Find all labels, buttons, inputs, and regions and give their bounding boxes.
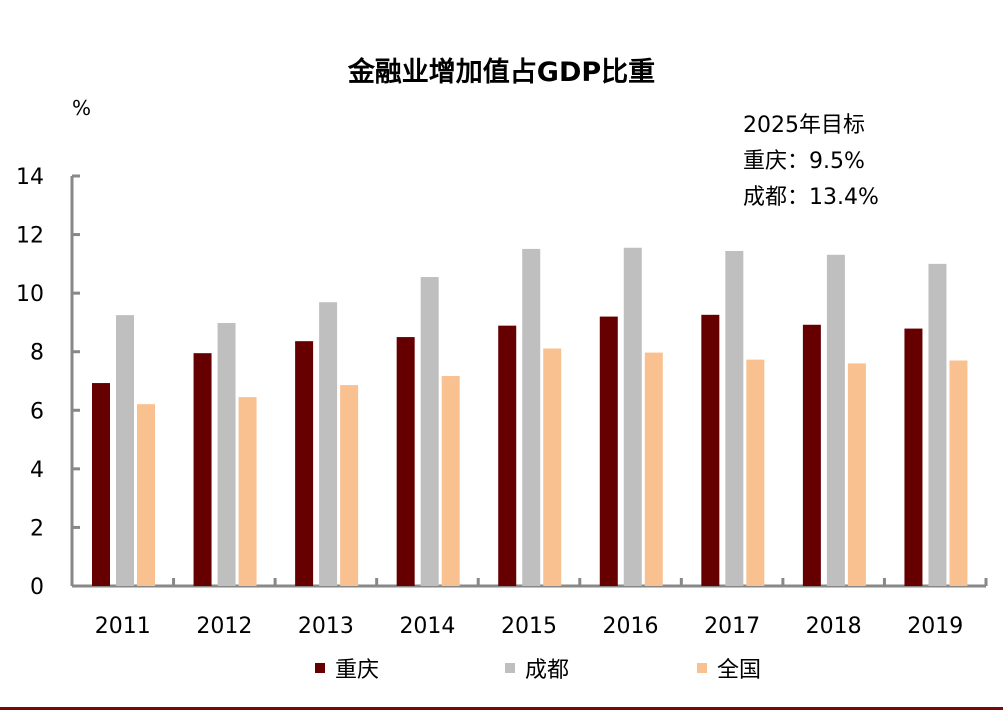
- bar-quanguo: [847, 363, 866, 586]
- bar-quanguo: [137, 404, 155, 586]
- x-tick-label: 2016: [603, 614, 659, 639]
- bar-chengdu: [522, 248, 541, 586]
- bottom-rule: [0, 707, 1003, 710]
- y-tick-label: 2: [30, 516, 44, 541]
- legend-swatch: [505, 663, 515, 673]
- legend-item-quanguo: 全国: [697, 652, 761, 684]
- bar-quanguo: [441, 376, 460, 586]
- x-tick-label: 2018: [806, 614, 862, 639]
- y-tick-label: 6: [30, 399, 44, 424]
- legend-item-chongqing: 重庆: [315, 652, 379, 684]
- y-tick-label: 0: [30, 575, 44, 600]
- chart-title: 金融业增加值占GDP比重: [347, 57, 656, 88]
- legend-swatch: [697, 663, 707, 673]
- bar-chongqing: [701, 314, 720, 586]
- bar-quanguo: [746, 359, 765, 586]
- x-tick-label: 2019: [907, 614, 963, 639]
- legend-swatch: [315, 663, 325, 673]
- bar-chengdu: [928, 263, 947, 586]
- bar-chengdu: [623, 247, 642, 586]
- bar-chongqing: [904, 328, 923, 586]
- bar-quanguo: [340, 385, 359, 586]
- bar-chengdu: [826, 254, 845, 586]
- x-tick-label: 2017: [704, 614, 760, 639]
- bar-quanguo: [238, 397, 257, 586]
- x-tick-label: 2011: [95, 614, 151, 639]
- y-tick-label: 8: [30, 341, 44, 366]
- x-tick-label: 2014: [399, 614, 455, 639]
- legend-label: 成都: [525, 658, 570, 683]
- legend-label: 重庆: [335, 658, 380, 683]
- annotation-line-title: 2025年目标: [743, 113, 865, 138]
- bar-quanguo: [543, 348, 562, 586]
- bar-chongqing: [92, 383, 110, 586]
- target-annotation: 2025年目标 重庆：9.5% 成都：13.4%: [743, 108, 879, 216]
- bar-chengdu: [725, 250, 744, 586]
- bar-chengdu: [217, 323, 236, 586]
- x-tick-label: 2012: [196, 614, 252, 639]
- bar-chongqing: [498, 325, 517, 586]
- annotation-line-chongqing: 重庆：9.5%: [743, 149, 865, 174]
- bar-chongqing: [802, 324, 821, 586]
- x-tick-label: 2013: [298, 614, 354, 639]
- bar-chengdu: [116, 315, 134, 586]
- y-tick-label: 10: [16, 282, 44, 307]
- bar-chongqing: [295, 341, 314, 586]
- y-tick-label: 14: [16, 165, 44, 190]
- annotation-line-chengdu: 成都：13.4%: [743, 185, 879, 210]
- bar-chengdu: [319, 302, 338, 586]
- y-axis-unit: %: [72, 96, 92, 120]
- bar-quanguo: [644, 352, 663, 586]
- y-tick-label: 12: [16, 224, 44, 249]
- x-tick-label: 2015: [501, 614, 557, 639]
- bar-quanguo: [949, 360, 968, 586]
- bar-chongqing: [599, 316, 618, 586]
- bar-chongqing: [193, 353, 212, 586]
- y-tick-label: 4: [30, 458, 44, 483]
- bar-chengdu: [420, 277, 439, 586]
- legend-label: 全国: [717, 658, 762, 683]
- legend-item-chengdu: 成都: [505, 652, 569, 684]
- bar-chongqing: [396, 337, 415, 586]
